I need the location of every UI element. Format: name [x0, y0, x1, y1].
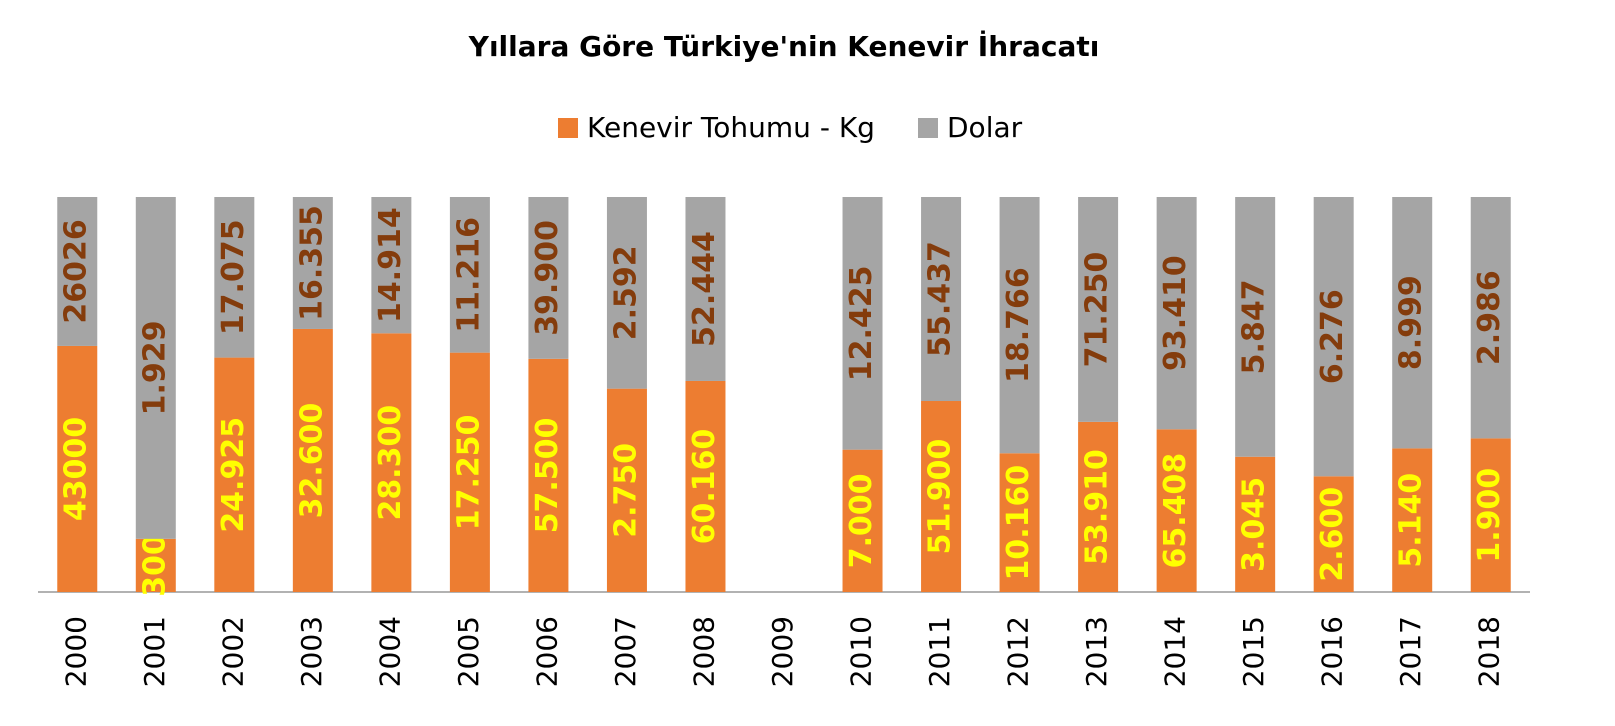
bar-segment	[1235, 197, 1276, 457]
bar-segment	[1313, 476, 1354, 592]
bar-segment	[135, 197, 176, 539]
x-tick-label: 2002	[216, 616, 249, 687]
x-tick-label: 2004	[373, 616, 406, 687]
bar-segment	[1470, 438, 1511, 592]
data-label: 60.160	[687, 429, 722, 545]
bar-segment	[528, 197, 569, 359]
data-label: 2.750	[608, 443, 643, 538]
x-tick-label: 2003	[295, 616, 328, 687]
x-tick-label: 2012	[1002, 616, 1035, 687]
x-tick-label: 2015	[1237, 616, 1270, 687]
data-label: 16.355	[294, 205, 329, 321]
bar-segment	[528, 358, 569, 592]
bar-segment	[606, 388, 647, 592]
x-tick-label: 2008	[687, 616, 720, 687]
legend-swatch	[558, 118, 578, 138]
bar-segment	[1078, 421, 1119, 592]
data-label: 10.160	[1001, 465, 1036, 581]
bar-segment	[999, 453, 1040, 592]
data-label: 65.408	[1158, 453, 1193, 569]
x-tick-label: 2005	[452, 616, 485, 687]
bar-segment	[135, 538, 176, 592]
x-tick-label: 2000	[59, 616, 92, 687]
data-label: 28.300	[373, 405, 408, 521]
bar-segment	[1235, 456, 1276, 592]
bar-segment	[292, 197, 333, 329]
x-tick-label: 2009	[766, 616, 799, 687]
bar-segment	[842, 197, 883, 450]
data-label: 24.925	[216, 417, 251, 533]
bar-segment	[1156, 197, 1197, 430]
data-label: 300	[137, 534, 172, 597]
data-label: 1.929	[137, 320, 172, 415]
bar-segment	[842, 449, 883, 592]
bar-segment	[214, 197, 255, 358]
bar-segment	[371, 333, 412, 592]
bar-segment	[1392, 197, 1433, 449]
bar-segment	[685, 197, 726, 381]
data-label: 5.140	[1394, 473, 1429, 568]
data-label: 2.600	[1315, 487, 1350, 582]
x-tick-label: 2010	[845, 616, 878, 687]
data-label: 14.914	[373, 207, 408, 323]
data-label: 43000	[59, 417, 94, 521]
bar-segment	[214, 357, 255, 592]
data-label: 17.250	[451, 414, 486, 530]
bar-segment	[606, 197, 647, 389]
data-label: 2.986	[1472, 270, 1507, 365]
bar-segment	[57, 197, 98, 346]
data-label: 53.910	[1080, 449, 1115, 565]
data-label: 51.900	[923, 439, 958, 555]
chart-title: Yıllara Göre Türkiye'nin Kenevir İhracat…	[468, 29, 1100, 63]
data-label: 12.425	[844, 265, 879, 381]
x-tick-label: 2001	[138, 616, 171, 687]
data-label: 5.847	[1237, 279, 1272, 374]
bar-segment	[685, 380, 726, 592]
bar-segment	[1392, 448, 1433, 592]
data-label: 11.216	[451, 217, 486, 333]
x-tick-label: 2013	[1080, 616, 1113, 687]
bar-segment	[921, 197, 962, 402]
bar-segment	[449, 197, 490, 353]
data-label: 26026	[59, 219, 94, 323]
x-tick-label: 2016	[1316, 616, 1349, 687]
data-label: 55.437	[923, 241, 958, 357]
bar-segment	[449, 352, 490, 592]
bar-segment	[1470, 197, 1511, 439]
x-tick-label: 2007	[609, 616, 642, 687]
legend-label: Dolar	[947, 111, 1023, 144]
bar-segment	[1078, 197, 1119, 422]
data-label: 93.410	[1158, 255, 1193, 371]
bar-segment	[57, 345, 98, 592]
data-label: 52.444	[687, 231, 722, 347]
legend-swatch	[918, 118, 938, 138]
data-label: 57.500	[530, 418, 565, 534]
bar-segment	[999, 197, 1040, 454]
data-label: 18.766	[1001, 267, 1036, 383]
data-label: 39.900	[530, 220, 565, 336]
bar-segment	[1313, 197, 1354, 477]
data-label: 8.999	[1394, 275, 1429, 370]
x-tick-label: 2018	[1473, 616, 1506, 687]
data-label: 3.045	[1237, 477, 1272, 572]
legend-label: Kenevir Tohumu - Kg	[587, 111, 875, 144]
data-label: 1.900	[1472, 468, 1507, 563]
data-label: 32.600	[294, 403, 329, 519]
x-tick-label: 2014	[1159, 616, 1192, 687]
bar-segment	[921, 401, 962, 592]
data-label: 71.250	[1080, 252, 1115, 368]
bar-segment	[371, 197, 412, 334]
bar-segment	[1156, 429, 1197, 592]
bar-segment	[292, 328, 333, 592]
data-label: 2.592	[608, 245, 643, 340]
x-tick-label: 2006	[530, 616, 563, 687]
data-label: 17.075	[216, 219, 251, 335]
x-tick-label: 2017	[1394, 616, 1427, 687]
data-label: 6.276	[1315, 289, 1350, 384]
x-tick-label: 2011	[923, 616, 956, 687]
data-label: 7.000	[844, 473, 879, 568]
